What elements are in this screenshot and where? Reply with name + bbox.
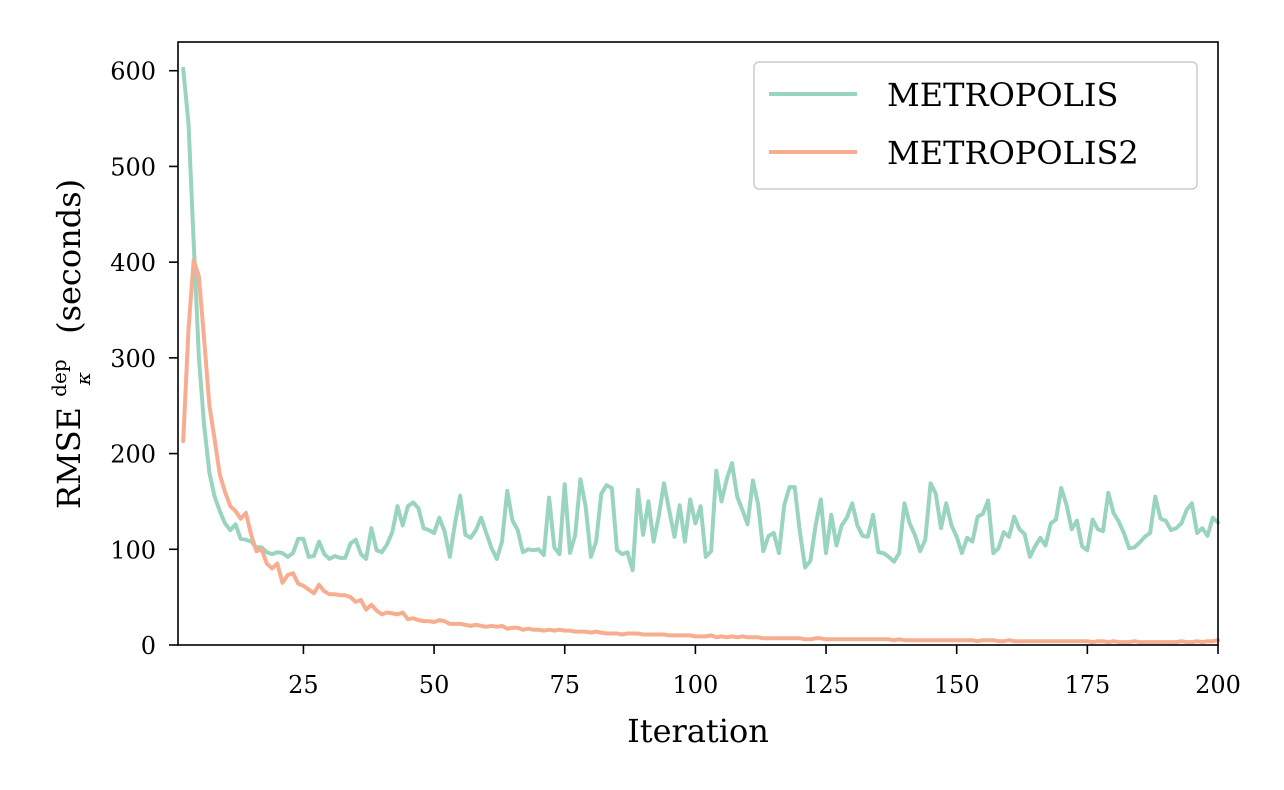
- x-tick-label: 100: [672, 671, 718, 699]
- x-tick-label: 125: [803, 671, 849, 699]
- x-tick-label: 50: [419, 671, 450, 699]
- y-tick-label: 600: [110, 58, 156, 86]
- x-tick-label: 75: [549, 671, 580, 699]
- x-axis-label: Iteration: [627, 712, 769, 750]
- plot-frame: [177, 41, 1219, 646]
- series-line-metropolis2: [181, 258, 1220, 645]
- series-line-metropolis: [181, 66, 1220, 573]
- series-layer: [181, 66, 1220, 645]
- y-axis-label-subscript: κ: [71, 372, 95, 386]
- y-axis-label-superscript: dep: [47, 359, 71, 396]
- y-tick-label: 400: [110, 249, 156, 277]
- x-tick-label: 25: [288, 671, 319, 699]
- y-tick-label: 200: [110, 441, 156, 469]
- legend-box: [753, 61, 1198, 190]
- y-axis-label-main: RMSE: [50, 407, 88, 509]
- legend: METROPOLIS METROPOLIS2: [753, 61, 1198, 190]
- y-tick-label: 100: [110, 536, 156, 564]
- x-tick-label: 150: [934, 671, 980, 699]
- y-tick-label: 500: [110, 153, 156, 181]
- y-axis-label-unit: (seconds): [50, 179, 88, 334]
- y-tick-label: 300: [110, 345, 156, 373]
- x-tick-label: 200: [1195, 671, 1241, 699]
- x-axis: 25 50 75 100 125 150 175 200: [288, 645, 1241, 699]
- y-tick-label: 0: [141, 632, 156, 660]
- x-tick-label: 175: [1064, 671, 1110, 699]
- legend-label-metropolis: METROPOLIS: [887, 76, 1118, 114]
- legend-label-metropolis2: METROPOLIS2: [887, 134, 1139, 172]
- y-axis: 0 100 200 300 400 500 600: [110, 58, 178, 660]
- y-axis-label: RMSE dep κ (seconds): [36, 179, 98, 509]
